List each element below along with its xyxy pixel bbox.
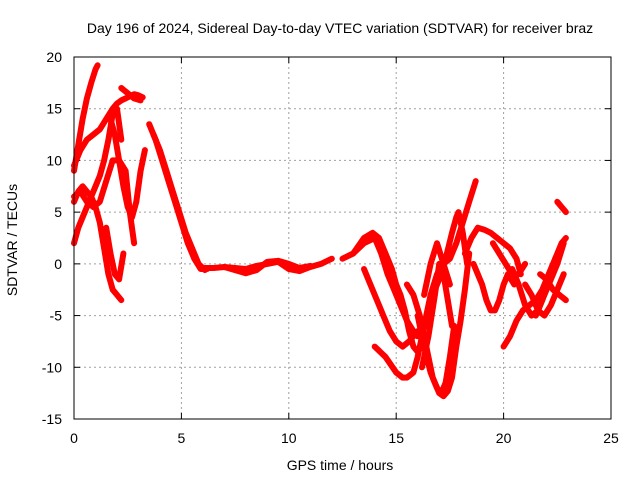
- axis-ticks: [73, 56, 612, 420]
- x-tick-label: 20: [496, 430, 512, 446]
- y-tick-label: 10: [46, 152, 62, 168]
- grid-lines: [74, 57, 611, 419]
- y-tick-label: -10: [42, 359, 62, 375]
- series-track-15: [361, 266, 421, 350]
- x-tick-label: 25: [603, 430, 619, 446]
- series-track-21: [421, 240, 453, 298]
- series-track-06: [71, 183, 125, 304]
- series-track-10: [150, 131, 208, 274]
- y-tick-label: 5: [54, 204, 62, 220]
- x-tick-label: 0: [70, 430, 78, 446]
- y-tick-label: 20: [46, 49, 62, 65]
- series-track-08: [103, 224, 127, 283]
- series-track-01: [71, 62, 101, 174]
- x-axis-label: GPS time / hours: [287, 457, 394, 473]
- x-tick-label: 15: [388, 430, 404, 446]
- y-tick-label: -15: [42, 411, 62, 427]
- x-tick-label: 10: [281, 430, 297, 446]
- y-tick-label: 0: [54, 256, 62, 272]
- series-track-24: [489, 240, 529, 278]
- series-track-28: [532, 235, 569, 319]
- series-track-03: [118, 85, 144, 104]
- series-track-30: [554, 198, 569, 216]
- x-tick-label: 5: [178, 430, 186, 446]
- series-track-04: [71, 105, 125, 247]
- series-track-12: [221, 257, 314, 277]
- series-track-29: [537, 271, 569, 304]
- y-tick-labels: -15 -10 -5 0 5 10 15 20: [42, 49, 62, 427]
- plot-frame: [73, 56, 612, 420]
- y-tick-label: 15: [46, 101, 62, 117]
- chart-title: Day 196 of 2024, Sidereal Day-to-day VTE…: [87, 20, 593, 36]
- series-track-07: [71, 157, 138, 247]
- y-tick-label: -5: [50, 308, 63, 324]
- series-track-20: [423, 209, 471, 329]
- series-track-14: [350, 235, 421, 340]
- series-track-22: [461, 224, 524, 278]
- y-axis-label: SDTVAR / TECUs: [4, 184, 20, 296]
- series-track-13: [339, 229, 421, 355]
- x-tick-labels: 0 5 10 15 20 25: [70, 430, 619, 446]
- series-track-23: [470, 260, 518, 314]
- plot-series: [71, 62, 569, 400]
- series-track-19: [419, 260, 455, 371]
